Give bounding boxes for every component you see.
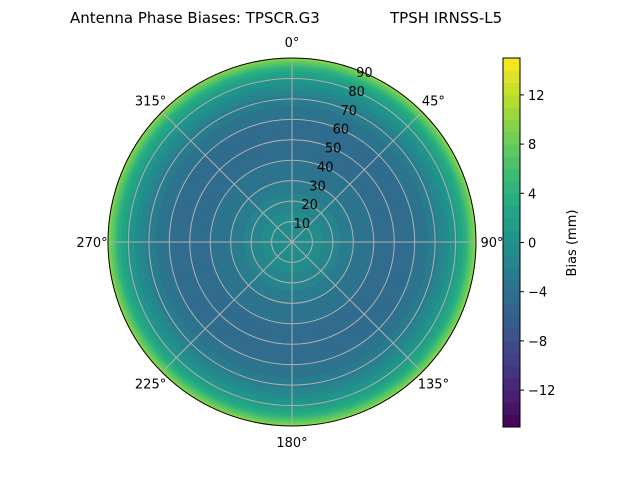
angular-tick-label: 0° <box>285 36 300 51</box>
colorbar-level <box>503 94 520 108</box>
angular-gridline <box>161 111 293 243</box>
polar-frame <box>107 57 477 427</box>
angular-tick-label: 270° <box>76 236 107 251</box>
colorbar-tick-label: 8 <box>528 138 536 153</box>
colorbar-level <box>503 131 520 145</box>
radial-tick-label: 10 <box>294 217 311 232</box>
radial-tick-label: 70 <box>340 104 357 119</box>
colorbar-tick-label: −4 <box>528 286 547 301</box>
colorbar-level <box>503 156 520 170</box>
colorbar-level <box>503 254 520 268</box>
angular-gridline <box>291 111 423 243</box>
angular-tick-label: 315° <box>135 95 166 110</box>
colorbar: −12 −8 −4 0 4 8 12 <box>502 57 555 428</box>
colorbar-level <box>503 402 520 416</box>
colorbar-level <box>503 291 520 305</box>
colorbar-level <box>503 70 520 84</box>
colorbar-level <box>503 82 520 96</box>
colorbar-level <box>503 205 520 219</box>
colorbar-level <box>503 377 520 391</box>
colorbar-level <box>503 267 520 280</box>
colorbar-level <box>503 58 520 71</box>
chart-title-right: TPSH IRNSS-L5 <box>389 9 502 27</box>
colorbar-level <box>503 242 520 256</box>
colorbar-level <box>503 316 520 330</box>
colorbar-level <box>503 181 520 194</box>
colorbar-level <box>503 168 520 182</box>
colorbar-tick-label: −12 <box>528 384 555 399</box>
radial-tick-label: 90 <box>356 66 373 81</box>
colorbar-level <box>503 340 520 354</box>
angular-tick-label: 225° <box>135 377 166 392</box>
colorbar-tick-label: 12 <box>528 89 545 104</box>
radial-tick-label: 60 <box>333 123 350 138</box>
colorbar-level <box>503 365 520 379</box>
radial-tick-label: 30 <box>309 179 326 194</box>
colorbar-level <box>503 230 520 243</box>
radial-tick-label: 40 <box>317 160 334 175</box>
polar-tick-labels: 0° 45° 90° 135° 180° 225° 270° 315° 10 20 30 40 50 60… <box>76 36 503 451</box>
colorbar-level <box>503 119 520 133</box>
angular-tick-label: 45° <box>422 95 445 110</box>
colorbar-level <box>503 193 520 207</box>
colorbar-tick-label: 0 <box>528 237 536 252</box>
colorbar-level <box>503 279 520 293</box>
polar-grid <box>107 57 477 427</box>
colorbar-level <box>503 390 520 403</box>
angular-tick-label: 90° <box>480 236 503 251</box>
colorbar-level <box>503 414 520 428</box>
angular-gridline <box>161 241 293 373</box>
radial-tick-label: 80 <box>348 85 365 100</box>
colorbar-level <box>503 107 520 120</box>
colorbar-tick-label: 4 <box>528 187 536 202</box>
colorbar-level <box>503 304 520 317</box>
radial-tick-label: 50 <box>325 142 342 157</box>
colorbar-tick-label: −8 <box>528 335 547 350</box>
colorbar-level <box>503 144 520 157</box>
colorbar-level <box>503 217 520 231</box>
angular-tick-label: 135° <box>418 377 449 392</box>
angular-tick-label: 180° <box>276 436 307 451</box>
colorbar-label: Bias (mm) <box>565 210 580 277</box>
radial-tick-label: 20 <box>301 198 318 213</box>
chart-title-left: Antenna Phase Biases: TPSCR.G3 <box>70 9 320 27</box>
angular-gridline <box>291 241 423 373</box>
colorbar-level <box>503 328 520 342</box>
colorbar-level <box>503 353 520 366</box>
